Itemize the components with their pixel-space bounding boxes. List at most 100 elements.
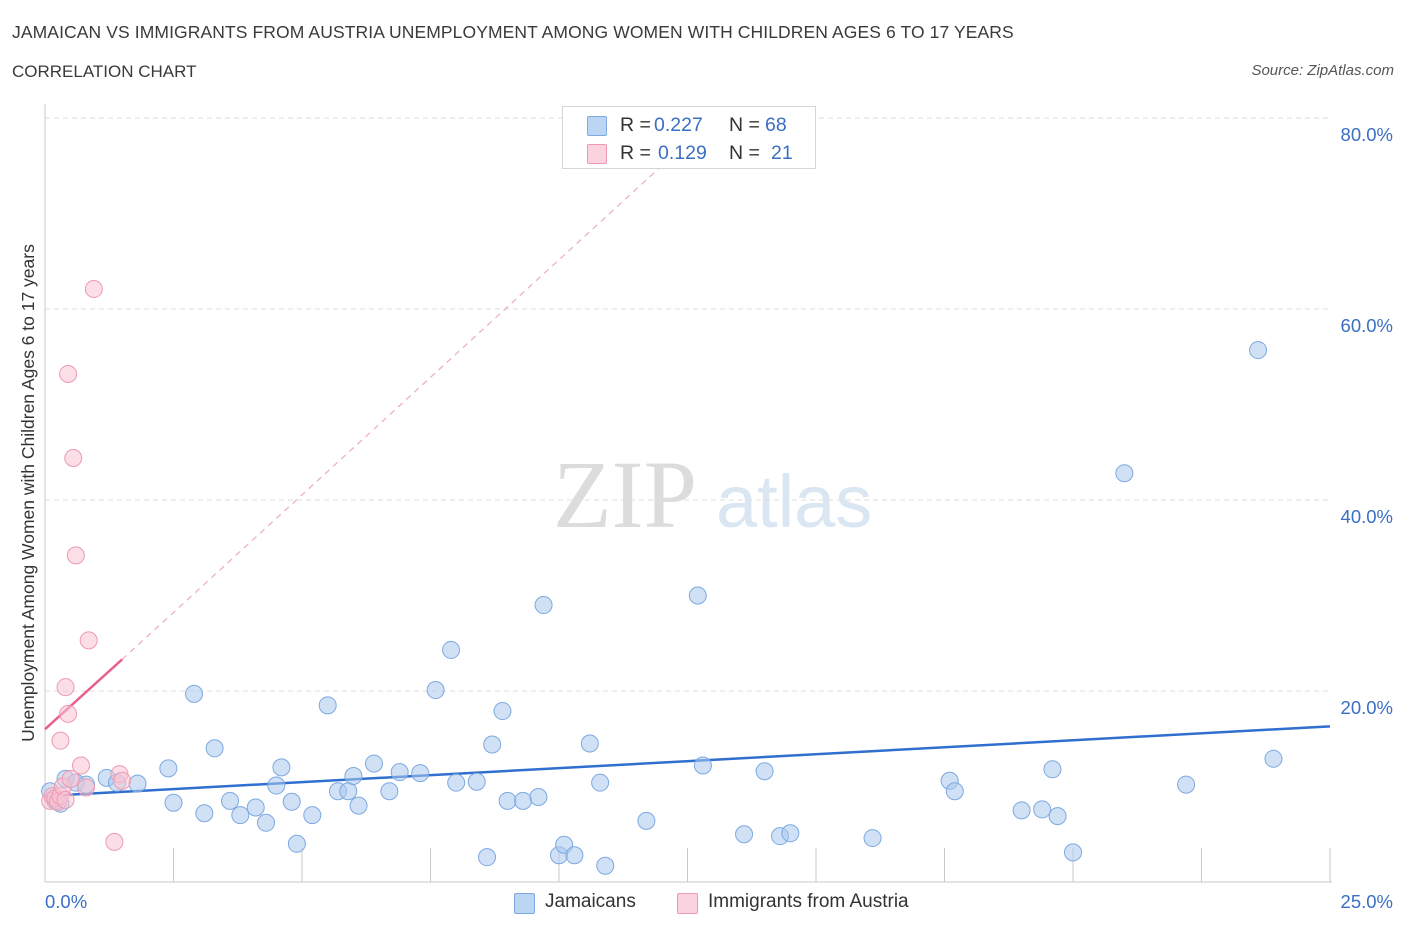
austria-point (66, 546, 85, 565)
jamaicans-point (205, 739, 224, 758)
jamaicans-point (498, 791, 517, 810)
jamaicans-point (195, 804, 214, 823)
watermark-atlas: atlas (716, 460, 872, 543)
jamaicans-point (185, 684, 204, 703)
jamaicans-point (380, 782, 399, 801)
jamaicans-point (534, 596, 553, 615)
data-points (41, 279, 1283, 875)
legend-label-jamaicans: Jamaicans (545, 891, 636, 912)
austria-point (79, 631, 98, 650)
jamaicans-swatch (587, 116, 607, 136)
y-tick-label: 20.0% (1341, 697, 1393, 718)
jamaicans-point (1033, 800, 1052, 819)
legend-n-label: N = (729, 142, 760, 164)
jamaicans-point (1012, 801, 1031, 820)
x-tick-label: 0.0% (45, 891, 87, 912)
jamaicans-point (339, 782, 358, 801)
jamaicans-point (565, 846, 584, 865)
jamaicans-point (1249, 341, 1268, 360)
watermark-zip: ZIP (553, 441, 697, 548)
austria-point (56, 678, 75, 697)
austria-point (61, 769, 80, 788)
legend-r-label: R = (620, 114, 651, 136)
jamaicans-point (364, 754, 383, 773)
austria-point (113, 771, 132, 790)
source-label: Source: ZipAtlas.com (1251, 62, 1394, 79)
legend-r-value: 0.227 (654, 114, 703, 136)
jamaicans-point (128, 774, 147, 793)
jamaicans-point (514, 791, 533, 810)
austria-point (51, 731, 70, 750)
austria-trend-line-projected (121, 165, 663, 660)
jamaicans-point (246, 798, 265, 817)
x-tick-label: 25.0% (1341, 891, 1393, 912)
austria-point (59, 364, 78, 383)
jamaicans-point (411, 764, 430, 783)
legend-label-austria: Immigrants from Austria (708, 891, 909, 912)
jamaicans-point (282, 792, 301, 811)
austria-trend-line (44, 658, 123, 731)
austria-point (84, 279, 103, 298)
legend-n-label: N = (729, 114, 760, 136)
gridlines (45, 117, 1330, 692)
jamaicans-point (637, 811, 656, 830)
jamaicans-point (287, 834, 306, 853)
jamaicans-point (318, 696, 337, 715)
jamaicans-point (688, 586, 707, 605)
austria-swatch (677, 893, 698, 914)
legend-r-value: 0.129 (658, 142, 707, 164)
austria-point (59, 704, 78, 723)
jamaicans-point (945, 782, 964, 801)
jamaicans-point (580, 734, 599, 753)
jamaicans-point (349, 796, 368, 815)
jamaicans-point (442, 640, 461, 659)
jamaicans-point (483, 735, 502, 754)
jamaicans-point (467, 772, 486, 791)
legend-n-value: 68 (765, 114, 787, 136)
jamaicans-point (1115, 464, 1134, 483)
jamaicans-point (267, 776, 286, 795)
jamaicans-point (426, 681, 445, 700)
jamaicans-point (735, 825, 754, 844)
austria-swatch (587, 144, 607, 164)
y-tick-label: 80.0% (1341, 124, 1393, 145)
jamaicans-point (447, 773, 466, 792)
jamaicans-point (272, 758, 291, 777)
page-title: JAMAICAN VS IMMIGRANTS FROM AUSTRIA UNEM… (12, 22, 1014, 42)
austria-point (64, 448, 83, 467)
jamaicans-swatch (514, 893, 535, 914)
y-tick-label: 60.0% (1341, 315, 1393, 336)
legend-n-value: 21 (771, 142, 793, 164)
austria-point (56, 790, 75, 809)
jamaicans-point (1177, 775, 1196, 794)
page-subtitle: CORRELATION CHART (12, 62, 197, 81)
jamaicans-point (478, 848, 497, 867)
jamaicans-point (257, 813, 276, 832)
jamaicans-trend-line (44, 725, 1331, 798)
austria-point (77, 778, 96, 797)
jamaicans-point (596, 856, 615, 875)
watermark: ZIP atlas (553, 441, 872, 548)
jamaicans-point (164, 793, 183, 812)
tick-labels: 20.0% 40.0% 60.0% 80.0% 0.0% 25.0% (45, 124, 1393, 912)
jamaicans-point (390, 763, 409, 782)
jamaicans-point (1064, 843, 1082, 862)
correlation-legend: R = 0.227 N = 68 R = 0.129 N = 21 (562, 106, 816, 169)
jamaicans-point (159, 759, 178, 778)
jamaicans-point (303, 806, 322, 825)
trend-lines (44, 165, 1331, 798)
jamaicans-point (1048, 807, 1067, 826)
jamaicans-point (755, 762, 774, 781)
jamaicans-point (693, 756, 712, 775)
jamaicans-point (1264, 749, 1283, 768)
jamaicans-point (591, 773, 610, 792)
jamaicans-point (493, 702, 512, 721)
jamaicans-point (221, 791, 240, 810)
jamaicans-point (529, 788, 548, 807)
legend-r-label: R = (620, 142, 651, 164)
y-axis-label: Unemployment Among Women with Children A… (18, 244, 38, 742)
jamaicans-point (344, 766, 363, 785)
jamaicans-point (863, 829, 882, 848)
austria-point (71, 756, 90, 775)
